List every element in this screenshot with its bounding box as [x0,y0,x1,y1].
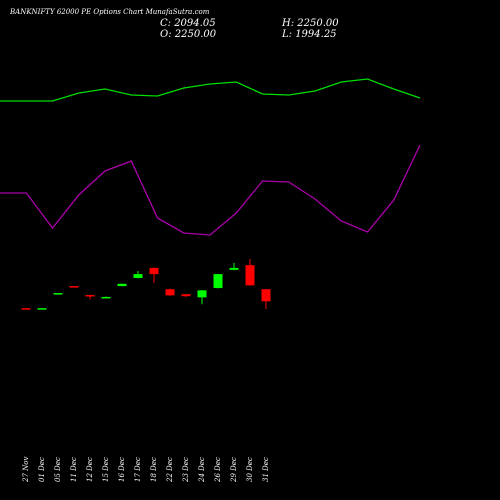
x-tick-label: 12 Dec [86,457,94,482]
candle-body [69,286,79,288]
candle-body [101,296,111,299]
candle-body [229,267,239,270]
x-tick-label: 30 Dec [246,457,254,482]
indicator-line [0,144,421,236]
x-tick-label: 23 Dec [182,457,190,483]
x-tick-label: 24 Dec [198,457,206,483]
x-tick-label: 16 Dec [118,457,126,482]
candle-body [37,308,47,310]
indicator-line [0,78,421,102]
candle-body [261,289,271,302]
candle-body [21,308,31,310]
x-tick-label: 05 Dec [54,457,62,482]
candle-body [133,274,143,278]
candle-body [213,274,223,289]
x-tick-label: 01 Dec [38,457,46,482]
x-tick-label: 11 Dec [70,457,78,482]
chart-title: BANKNIFTY 62000 PE Options Chart MunafaS… [9,8,210,16]
high-label: H: 2250.00 [281,18,339,29]
x-tick-label: 18 Dec [150,457,158,482]
x-tick-label: 31 Dec [262,457,270,482]
open-label: O: 2250.00 [160,29,217,40]
x-tick-label: 17 Dec [134,457,142,482]
candle-body [181,294,191,297]
close-label: C: 2094.05 [160,18,216,29]
x-tick-label: 26 Dec [214,457,222,483]
candle-body [117,283,127,287]
x-tick-label: 29 Dec [230,457,238,483]
low-label: L: 1994.25 [281,29,337,40]
candle-body [245,265,255,286]
x-tick-label: 15 Dec [102,457,110,482]
candle-body [197,290,207,298]
candle-body [53,293,63,295]
x-tick-label: 27 Nov [22,457,30,483]
candle-body [165,289,175,296]
x-tick-label: 22 Dec [166,457,174,483]
candle-body [85,295,95,297]
candle-body [149,267,159,275]
